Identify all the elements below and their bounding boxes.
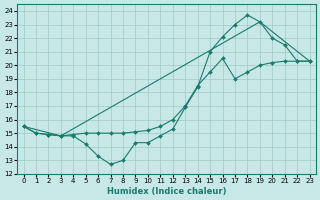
X-axis label: Humidex (Indice chaleur): Humidex (Indice chaleur) — [107, 187, 226, 196]
